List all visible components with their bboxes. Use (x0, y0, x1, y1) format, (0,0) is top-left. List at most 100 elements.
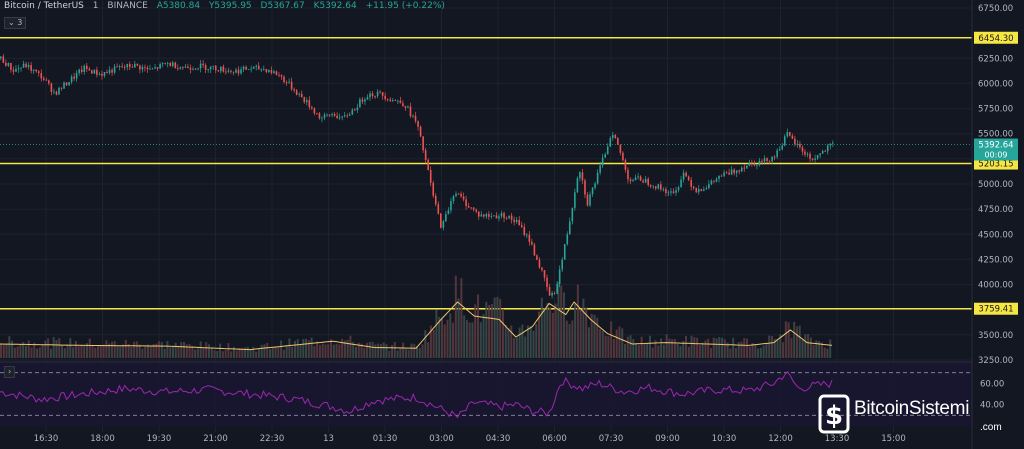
volume-bar (291, 346, 294, 358)
rsi-toggle[interactable]: › (4, 366, 16, 378)
candle-body (32, 69, 35, 71)
candle-body (766, 158, 768, 161)
candle-body (300, 93, 303, 98)
volume-bar (119, 346, 122, 358)
candle-body (571, 208, 574, 222)
change-value: +11.95 (+0.22%) (365, 1, 445, 11)
candle-body (397, 100, 399, 102)
volume-bar (485, 301, 488, 358)
volume-bar (130, 346, 133, 358)
candle-body (25, 63, 27, 68)
candle-body (232, 71, 235, 73)
volume-bar (565, 320, 568, 358)
candle-body (381, 92, 384, 96)
candle-body (434, 195, 437, 205)
volume-bar (671, 339, 674, 358)
volume-bar (557, 282, 560, 358)
volume-bar (158, 341, 161, 358)
volume-bar (310, 337, 313, 358)
volume-bar (734, 347, 737, 358)
volume-bar (657, 345, 660, 358)
interval-label[interactable]: 1 (92, 1, 99, 11)
volume-bar (246, 346, 249, 358)
volume-bar (47, 338, 50, 358)
volume-bar (102, 344, 105, 358)
volume-bar (293, 340, 296, 358)
volume-bar (305, 338, 308, 358)
candle-body (293, 89, 295, 91)
candle-body (611, 134, 614, 139)
volume-bar (52, 337, 55, 358)
candle-body (159, 64, 161, 69)
candle-body (42, 78, 45, 80)
volume-bar (185, 344, 188, 358)
volume-bar (446, 319, 449, 358)
candle-body (414, 115, 417, 122)
symbol-name[interactable]: Bitcoin / TetherUS (4, 1, 84, 11)
volume-bar (393, 341, 396, 358)
candle-body (217, 70, 220, 72)
volume-bar (529, 325, 532, 358)
candle-body (192, 68, 194, 70)
candle-body (131, 66, 134, 68)
candle-body (703, 189, 705, 191)
candle-body (48, 80, 50, 84)
countdown-label: 00:09 (984, 151, 1007, 160)
candle-body (207, 69, 209, 70)
volume-bar (457, 298, 460, 358)
candle-body (465, 199, 467, 206)
volume-bar (718, 336, 721, 358)
indicator-count: 3 (17, 18, 23, 27)
candle-body (278, 74, 280, 76)
volume-bar (510, 325, 513, 358)
candle-body (260, 69, 263, 71)
volume-bar (635, 343, 638, 358)
volume-bar (540, 297, 543, 358)
volume-bar (599, 328, 602, 358)
candle-body (536, 255, 538, 260)
volume-bar (571, 320, 574, 358)
candle-body (10, 62, 12, 70)
close-value: K5392.64 (313, 1, 357, 11)
candle-body (462, 196, 465, 200)
indicator-toggle[interactable]: ⌄ 3 (4, 17, 27, 29)
candle-body (665, 189, 667, 194)
candle-body (783, 136, 786, 146)
high-value: Y5395.95 (208, 1, 252, 11)
candle-body (470, 207, 472, 209)
volume-bar (349, 335, 352, 358)
volume-bar (271, 347, 274, 358)
volume-bar (518, 327, 521, 358)
candle-body (268, 70, 270, 72)
candle-body (187, 66, 189, 69)
chevron-down-icon: ⌄ (8, 18, 15, 27)
volume-bar (676, 343, 679, 358)
volume-bar (452, 322, 455, 358)
volume-bar (593, 314, 596, 358)
candle-body (212, 65, 215, 67)
volume-bar (171, 345, 174, 358)
volume-bar (313, 346, 316, 358)
volume-bar (490, 304, 493, 358)
candle-body (83, 65, 86, 72)
candle-body (523, 226, 526, 236)
candle-body (257, 65, 260, 70)
candle-body (715, 178, 718, 182)
volume-bar (468, 322, 471, 358)
candle-body (88, 68, 91, 71)
volume-bar (366, 342, 369, 358)
candle-body (475, 209, 478, 212)
candle-body (627, 169, 629, 180)
candle-body (533, 244, 536, 256)
candle-body (126, 64, 129, 68)
candle-body (220, 66, 222, 72)
x-tick-label: 19:30 (147, 434, 172, 444)
y-tick-label: 4750.00 (978, 205, 1013, 215)
volume-bar (474, 304, 477, 358)
candle-body (440, 213, 442, 228)
volume-bar (443, 324, 446, 358)
candle-body (429, 170, 432, 183)
volume-bar (643, 343, 646, 358)
candle-body (354, 109, 356, 111)
